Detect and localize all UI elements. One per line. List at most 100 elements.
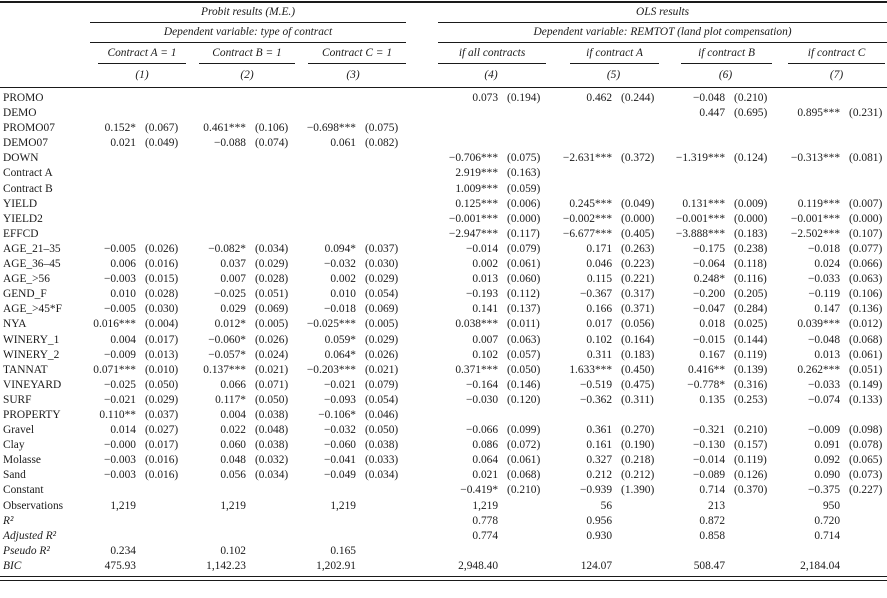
std-error-cell: (0.126) — [734, 469, 768, 482]
std-error-cell: (0.004) — [145, 318, 179, 331]
std-error-cell — [136, 483, 194, 498]
std-error-cell: (0.210) — [507, 484, 541, 497]
row-label: Contract B — [3, 182, 53, 195]
coefficient-cell: −0.082* — [208, 242, 246, 255]
coefficient-cell: 0.165 — [330, 544, 356, 557]
std-error-cell — [356, 212, 406, 227]
coefficient-cell: 0.004 — [220, 408, 246, 421]
table-row: DOWN −0.706*** (0.075) −2.631*** (0.372) −1.3… — [0, 151, 887, 166]
coefficient-cell: 0.714 — [814, 529, 841, 542]
std-error-cell — [725, 408, 772, 423]
std-error-cell: (0.006) — [507, 197, 541, 210]
std-error-cell — [246, 483, 300, 498]
std-error-cell — [246, 106, 300, 121]
std-error-cell: (0.205) — [734, 288, 768, 301]
coefficient-cell: 0.006 — [110, 258, 136, 271]
row-label: EFFCD — [3, 227, 39, 240]
coefficient-cell: 0.102 — [220, 544, 246, 557]
corner-spacer — [0, 43, 90, 64]
coefficient-cell: 0.167 — [699, 348, 726, 361]
std-error-cell: (0.016) — [145, 258, 179, 271]
std-error-cell: (0.221) — [621, 273, 655, 286]
std-error-cell — [725, 182, 772, 197]
std-error-cell — [356, 106, 406, 121]
std-error-cell: (0.010) — [145, 363, 179, 376]
std-error-cell: (0.032) — [255, 454, 289, 467]
std-error-cell: (0.124) — [734, 152, 768, 165]
std-error-cell — [246, 166, 300, 181]
coefficient-cell — [300, 212, 356, 227]
std-error-cell: (0.049) — [145, 137, 179, 150]
std-error-cell: (0.371) — [621, 303, 655, 316]
coefficient-cell: 0.021 — [472, 469, 499, 482]
std-error-cell: (0.144) — [734, 333, 768, 346]
coefficient-cell: −0.049 — [323, 469, 356, 482]
coefficient-cell: −0.003 — [103, 454, 136, 467]
std-error-cell: (0.069) — [365, 303, 399, 316]
row-label: DOWN — [3, 152, 39, 165]
std-error-cell: (0.011) — [507, 318, 540, 331]
table-body: PROMO 0.073 (0.194) 0.462 (0.244) −0.048 (0.21… — [0, 88, 887, 575]
table-row: Constant −0.419* (0.210) −0.939 (1.390) 0.714… — [0, 483, 887, 498]
coefficient-cell: 0.018 — [699, 318, 726, 331]
std-error-cell: (0.137) — [507, 303, 541, 316]
coefficient-cell: −0.089 — [692, 469, 726, 482]
coefficient-cell — [772, 88, 840, 107]
coefficient-cell: −0.014 — [692, 454, 726, 467]
column-header-if-contract-b: if contract B — [659, 43, 773, 64]
std-error-cell — [725, 544, 772, 559]
std-error-cell — [356, 227, 406, 242]
coefficient-cell — [194, 197, 246, 212]
std-error-cell: (0.106) — [255, 122, 289, 135]
column-number-6: (6) — [659, 64, 773, 88]
coefficient-cell: −0.030 — [465, 393, 499, 406]
coefficient-cell: −0.048 — [807, 333, 841, 346]
coefficient-cell — [90, 197, 136, 212]
std-error-cell: (0.164) — [621, 333, 655, 346]
std-error-cell — [136, 499, 194, 514]
coefficient-cell: 0.021 — [110, 137, 136, 150]
table-row: PROMO07 0.152* (0.067) 0.461*** (0.106) −0.69… — [0, 121, 887, 136]
coefficient-cell: −0.119 — [808, 288, 841, 301]
coefficient-cell: −0.018 — [807, 242, 841, 255]
std-error-cell: (0.163) — [507, 167, 541, 180]
std-error-cell: (0.119) — [734, 348, 767, 361]
coefficient-cell: 1,219 — [330, 499, 356, 512]
row-label: GEND_F — [3, 288, 47, 301]
coefficient-cell — [90, 483, 136, 498]
std-error-cell: (0.118) — [734, 258, 767, 271]
std-error-cell — [840, 544, 887, 559]
table-header: Probit results (M.E.) OLS results Depend… — [0, 2, 887, 88]
coefficient-cell: −0.519 — [579, 378, 613, 391]
coefficient-cell: 0.135 — [699, 393, 726, 406]
row-label: AGE_>45*F — [3, 303, 62, 316]
table-row: Contract A 2.919*** (0.163) — [0, 166, 887, 181]
std-error-cell: (0.000) — [621, 212, 655, 225]
coefficient-cell: 0.094* — [324, 242, 356, 255]
std-error-cell — [246, 514, 300, 529]
coefficient-cell — [406, 106, 498, 121]
std-error-cell: (0.136) — [849, 303, 883, 316]
coefficient-cell: 0.007 — [220, 273, 246, 286]
std-error-cell: (0.028) — [255, 273, 289, 286]
std-error-cell — [356, 151, 406, 166]
std-error-cell — [498, 499, 546, 514]
corner-spacer — [0, 23, 90, 43]
std-error-cell — [498, 514, 546, 529]
coefficient-cell: 0.016*** — [93, 318, 136, 331]
coefficient-cell: −0.018 — [323, 303, 356, 316]
std-error-cell: (0.372) — [621, 152, 655, 165]
table-row: Pseudo R² 0.234 0.102 0.165 — [0, 544, 887, 559]
std-error-cell — [356, 166, 406, 181]
coefficient-cell: −0.003 — [103, 469, 136, 482]
coefficient-cell: 0.090 — [814, 469, 841, 482]
coefficient-cell — [772, 136, 840, 151]
coefficient-cell — [772, 121, 840, 136]
coefficient-cell: 0.147 — [814, 303, 841, 316]
coefficient-cell — [300, 106, 356, 121]
coefficient-cell: −0.200 — [692, 288, 726, 301]
coefficient-cell — [90, 514, 136, 529]
coefficient-cell: −0.032 — [323, 424, 356, 437]
coefficient-cell: 0.152* — [104, 122, 136, 135]
coefficient-cell: 0.248* — [693, 273, 726, 286]
